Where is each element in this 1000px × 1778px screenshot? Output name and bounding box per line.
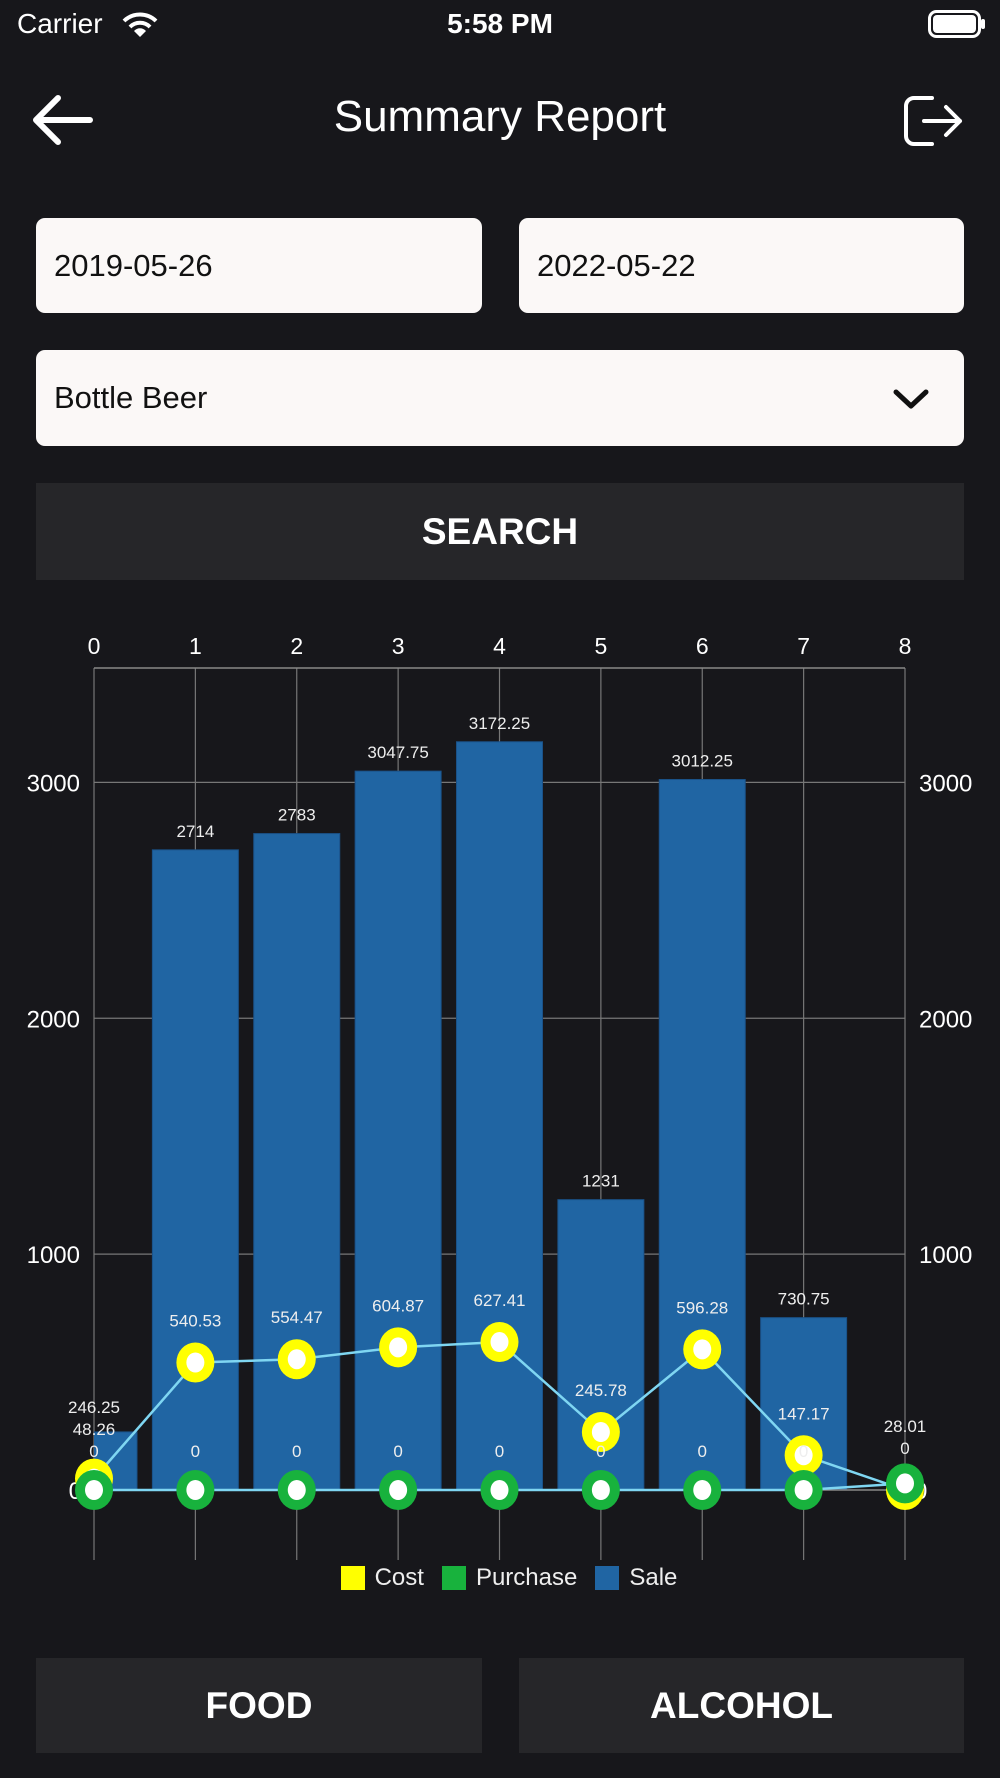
sale-bar — [354, 770, 442, 1491]
cost-data-label: 627.41 — [474, 1291, 526, 1310]
cost-point-center — [693, 1339, 712, 1360]
purchase-data-label: 0 — [191, 1442, 200, 1461]
cost-point-center — [490, 1332, 509, 1353]
cost-point-center — [186, 1352, 205, 1373]
category-dropdown[interactable]: Bottle Beer — [36, 350, 964, 446]
alcohol-button[interactable]: ALCOHOL — [519, 1658, 964, 1753]
back-button[interactable] — [30, 94, 94, 146]
page-title: Summary Report — [333, 92, 667, 141]
x-tick-label: 0 — [88, 633, 101, 659]
legend-swatch-cost — [340, 1566, 365, 1590]
sale-bar — [151, 849, 239, 1491]
sale-data-label: 1231 — [582, 1172, 620, 1191]
y-tick-label-left: 3000 — [27, 770, 80, 797]
cost-data-label: 554.47 — [271, 1308, 323, 1327]
end-date-value: 2022-05-22 — [537, 247, 696, 283]
cost-point-center — [389, 1337, 408, 1358]
purchase-point-center — [794, 1480, 813, 1500]
cost-point-center — [794, 1445, 813, 1466]
purchase-data-label: 0 — [292, 1442, 301, 1461]
search-button[interactable]: SEARCH — [36, 483, 964, 580]
y-tick-label-left: 1000 — [27, 1242, 80, 1269]
y-tick-label-left: 2000 — [27, 1006, 80, 1033]
start-date-field[interactable]: 2019-05-26 — [36, 218, 482, 313]
end-date-field[interactable]: 2022-05-22 — [519, 218, 964, 313]
x-tick-label: 2 — [290, 633, 303, 659]
sale-data-label: 2714 — [176, 822, 214, 841]
purchase-data-label: 28.01 — [884, 1417, 927, 1436]
purchase-point-center — [693, 1480, 712, 1500]
y-tick-label-right: 3000 — [919, 770, 972, 797]
x-tick-label: 6 — [696, 633, 709, 659]
cost-point-center — [591, 1422, 610, 1443]
purchase-point-center — [591, 1480, 610, 1500]
sale-data-label: 246.25 — [68, 1398, 120, 1417]
legend-swatch-sale — [595, 1566, 620, 1590]
chevron-down-icon — [893, 389, 929, 409]
purchase-data-label: 0 — [596, 1442, 605, 1461]
cost-data-label: 540.53 — [169, 1312, 221, 1331]
cost-data-label: 245.78 — [575, 1381, 627, 1400]
x-tick-label: 8 — [899, 633, 912, 659]
y-tick-label-right: 2000 — [919, 1006, 972, 1033]
purchase-point-center — [896, 1473, 914, 1494]
logout-button[interactable] — [902, 94, 966, 148]
category-value: Bottle Beer — [54, 380, 208, 415]
sale-data-label: 3172.25 — [469, 714, 530, 733]
food-button[interactable]: FOOD — [36, 1658, 482, 1753]
y-tick-label-right: 1000 — [919, 1242, 972, 1269]
summary-chart: 0 1 2 3 4 5 6 7 8 0 0 1000 1000 2000 2000 3000 3000 0 48.2… — [27, 633, 972, 1560]
sale-data-label: 730.75 — [778, 1290, 830, 1309]
x-tick-label: 7 — [797, 633, 810, 659]
x-tick-label: 5 — [594, 633, 607, 659]
legend-label-cost: Cost — [374, 1564, 424, 1591]
legend-label-sale: Sale — [629, 1564, 678, 1591]
purchase-data-label: 0 — [495, 1442, 504, 1461]
purchase-point-center — [186, 1480, 205, 1500]
wifi-icon — [122, 12, 158, 37]
purchase-data-label: 0 — [393, 1442, 402, 1461]
purchase-point-center — [490, 1480, 509, 1500]
sale-bar — [456, 741, 543, 1491]
purchase-point-center — [85, 1480, 103, 1500]
carrier-label: Carrier — [17, 8, 103, 39]
cost-data-label: 147.17 — [778, 1404, 830, 1423]
start-date-value: 2019-05-26 — [54, 247, 213, 283]
cost-data-label: 0 — [900, 1439, 909, 1458]
purchase-point-center — [287, 1480, 306, 1500]
sale-bar — [253, 833, 341, 1491]
battery-icon — [928, 10, 985, 38]
x-tick-label: 3 — [392, 633, 405, 659]
purchase-data-label: 0 — [698, 1442, 707, 1461]
cost-data-label: 604.87 — [372, 1296, 424, 1315]
legend-label-purchase: Purchase — [475, 1564, 578, 1591]
cost-point-center — [287, 1349, 306, 1370]
x-tick-label: 4 — [493, 633, 506, 659]
sale-bar — [658, 779, 746, 1491]
purchase-data-label: 0 — [89, 1442, 98, 1461]
sale-data-label: 3047.75 — [367, 743, 428, 762]
sale-data-label: 3012.25 — [672, 752, 733, 771]
chart-legend: Cost Purchase Sale — [0, 1564, 1000, 1592]
purchase-data-label: 0 — [799, 1442, 808, 1461]
legend-swatch-purchase — [441, 1566, 466, 1590]
cost-data-label: 596.28 — [676, 1298, 728, 1317]
status-time: 5:58 PM — [447, 8, 553, 39]
sale-data-label: 2783 — [278, 806, 316, 825]
cost-data-label: 48.26 — [73, 1420, 116, 1439]
purchase-point-center — [389, 1480, 408, 1500]
x-tick-label: 1 — [189, 633, 202, 659]
